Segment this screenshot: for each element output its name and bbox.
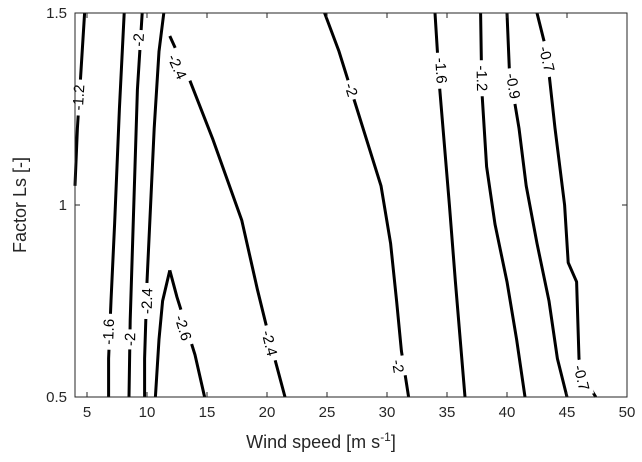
contour-label-text: -1.6 — [100, 318, 118, 345]
contour-label-background — [431, 52, 451, 90]
contour-label-text: -2 — [388, 358, 407, 374]
contour-label-background — [99, 313, 118, 351]
contour-label-text: -2.6 — [171, 313, 195, 343]
contour-label: -1.2 — [68, 79, 89, 116]
contour-label: -2 — [129, 29, 148, 51]
x-tick-label: 10 — [139, 404, 156, 421]
x-tick-label: 20 — [259, 404, 276, 421]
contour-label: -2.4 — [137, 282, 157, 320]
y-tick-label: 1.5 — [46, 5, 67, 22]
contour-label: -1.6 — [99, 313, 118, 351]
contour-label-text: -1.6 — [431, 57, 450, 84]
contour-label-background — [68, 79, 89, 116]
x-axis-label: Wind speed [m s-1] — [246, 430, 396, 452]
contour-label-background — [339, 77, 363, 102]
contour-label-background — [473, 60, 491, 97]
contour-label-background — [169, 308, 197, 348]
x-tick-label: 15 — [199, 404, 216, 421]
x-tick-label: 50 — [619, 404, 636, 421]
contour-label-text: -0.7 — [570, 363, 593, 392]
contour-label: -2 — [121, 329, 139, 350]
x-tick-label: 30 — [379, 404, 396, 421]
contour-label: -1.2 — [473, 60, 491, 97]
x-tick-label: 40 — [499, 404, 516, 421]
contour-line — [153, 269, 172, 398]
y-axis-label: Factor Ls [-] — [10, 157, 30, 253]
contour-label-background — [256, 323, 282, 363]
y-tick-label: 0.5 — [46, 389, 67, 406]
contour-line — [143, 12, 166, 397]
contour-label-text: -2 — [130, 33, 148, 47]
x-axis-ticks: 5 10 15 20 25 30 35 40 45 50 — [83, 13, 636, 421]
contour-label: -2.4 — [256, 323, 282, 363]
contour-label: -1.6 — [431, 52, 451, 90]
x-tick-label: 25 — [319, 404, 336, 421]
contour-label: -2.6 — [169, 308, 197, 348]
contour-label-text: -2.4 — [139, 288, 157, 314]
contour-label-background — [129, 29, 148, 51]
contour-label: -2 — [387, 355, 408, 378]
contour-label: -2.4 — [161, 46, 193, 87]
contour-line — [323, 12, 411, 398]
x-tick-label: 35 — [439, 404, 456, 421]
contour-label-background — [121, 329, 139, 350]
contour-label-text: -1.2 — [70, 84, 89, 111]
x-tick-label: 5 — [83, 404, 91, 421]
contour-label-background — [161, 46, 193, 87]
contour-labels: -1.2 -1.6 -2 -2 -2.4 -2.4 -2.4 -2.6 -2 -2 -1.6 -1.2… — [68, 29, 595, 398]
contour-label-text: -2 — [340, 81, 360, 99]
x-tick-label: 45 — [559, 404, 576, 421]
contour-label: -0.9 — [501, 66, 525, 106]
contour-label-text: -0.9 — [502, 72, 523, 100]
contour-line — [107, 12, 126, 397]
contour-label-text: -2.4 — [258, 329, 281, 358]
contour-label-background — [568, 358, 595, 398]
contour-label-text: -2 — [122, 333, 139, 347]
contour-label: -0.7 — [568, 358, 595, 398]
contour-label-text: -1.2 — [473, 65, 490, 91]
contour-label-background — [501, 66, 525, 106]
contour-label-background — [137, 282, 157, 320]
y-tick-label: 1 — [59, 197, 67, 214]
contour-label: -0.7 — [533, 39, 560, 79]
contour-label-background — [533, 39, 560, 79]
contour-label: -2 — [339, 77, 363, 102]
contour-label-background — [387, 355, 408, 378]
contour-label-text: -0.7 — [535, 45, 558, 74]
y-axis-ticks: 0.5 1 1.5 — [46, 5, 627, 406]
